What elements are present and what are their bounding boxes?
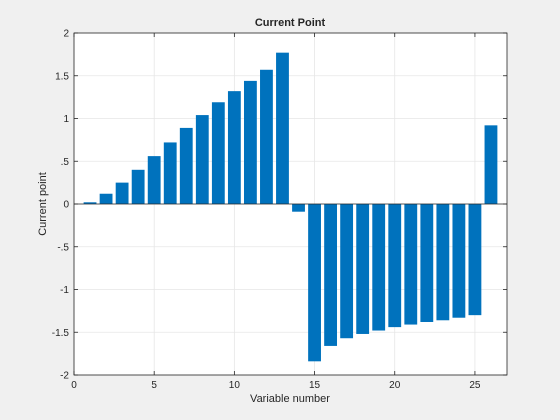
bar — [452, 204, 466, 318]
y-tick-label: 2 — [63, 29, 69, 40]
y-tick-labels: -2 -1.5 -1 -.5 0 .5 1 1.5 2 — [52, 29, 70, 382]
bar — [404, 204, 418, 325]
bar — [115, 182, 129, 204]
bar — [260, 69, 273, 204]
chart-title: Current Point — [255, 17, 326, 29]
x-tick-label: 0 — [71, 380, 77, 391]
bar — [163, 142, 177, 204]
bar — [83, 202, 97, 204]
bar — [292, 204, 305, 212]
y-tick-label: .5 — [61, 157, 70, 168]
bar — [131, 169, 145, 204]
y-tick-label: 1 — [63, 114, 69, 125]
x-axis-label: Variable number — [250, 393, 330, 405]
y-tick-label: -1 — [60, 285, 69, 296]
bar — [372, 204, 386, 331]
bar — [436, 204, 450, 321]
bars — [83, 52, 498, 362]
y-axis-label: Current point — [37, 172, 49, 236]
bar — [276, 52, 289, 204]
bar — [147, 156, 161, 204]
y-tick-label: 0 — [63, 200, 69, 211]
y-tick-label: -.5 — [57, 242, 69, 253]
bar — [356, 204, 370, 334]
bar — [211, 102, 225, 204]
x-tick-label: 25 — [469, 380, 481, 391]
y-tick-label: 1.5 — [55, 71, 69, 82]
bar — [308, 204, 321, 362]
x-tick-label: 20 — [389, 380, 401, 391]
x-tick-label: 15 — [309, 380, 321, 391]
bar — [388, 204, 402, 328]
bar — [420, 204, 434, 322]
bar — [195, 115, 209, 204]
bar — [227, 91, 241, 204]
tick-marks — [73, 32, 507, 376]
bar — [243, 80, 257, 204]
x-tick-labels: 0 5 10 15 20 25 — [71, 380, 481, 391]
x-tick-label: 5 — [151, 380, 157, 391]
x-tick-label: 10 — [229, 380, 241, 391]
bar — [340, 204, 354, 339]
bar — [484, 125, 498, 204]
y-tick-label: -1.5 — [52, 328, 70, 339]
bar — [324, 204, 338, 346]
bar — [99, 193, 113, 204]
bar — [468, 204, 482, 316]
bar — [179, 127, 193, 204]
y-tick-label: -2 — [60, 371, 69, 382]
